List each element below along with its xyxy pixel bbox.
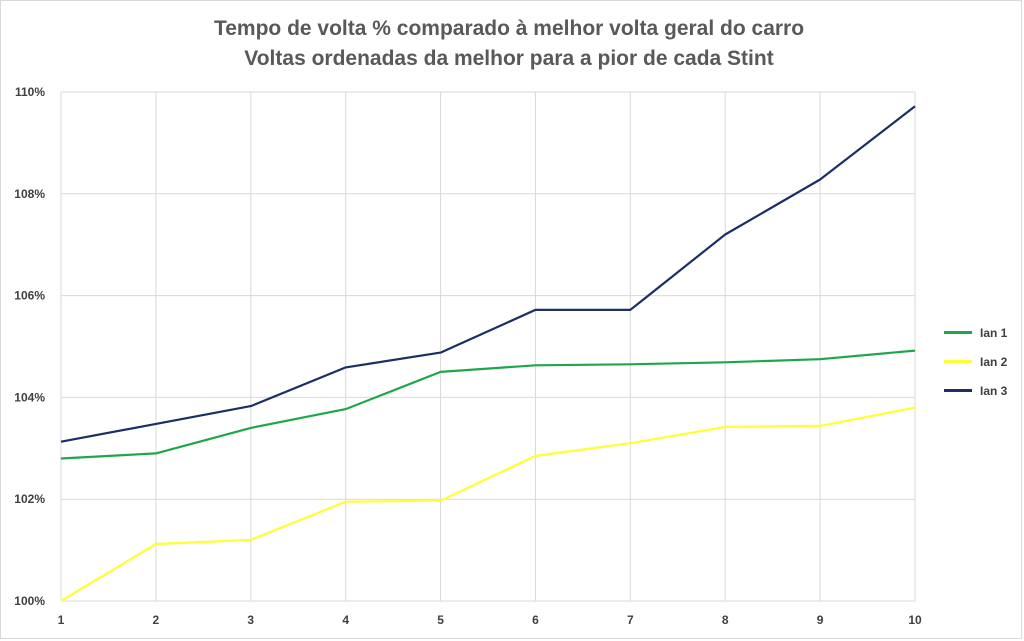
chart-subtitle: Voltas ordenadas da melhor para a pior d… <box>244 47 774 70</box>
x-tick-label: 10 <box>908 613 922 627</box>
x-tick-label: 2 <box>153 613 160 627</box>
legend-label: Ian 2 <box>980 354 1008 369</box>
x-tick-label: 7 <box>627 613 634 627</box>
y-tick-label: 106% <box>14 289 45 303</box>
y-tick-label: 100% <box>14 594 45 608</box>
chart-legend: Ian 1 Ian 2 Ian 3 <box>944 318 1007 405</box>
y-tick-label: 102% <box>14 492 45 506</box>
legend-item-3: Ian 3 <box>944 376 1007 405</box>
series-line-2 <box>60 406 916 602</box>
x-tick-label: 5 <box>437 613 444 627</box>
x-tick-label: 4 <box>342 613 349 627</box>
chart-title: Tempo de volta % comparado à melhor volt… <box>213 17 805 40</box>
x-tick-label: 8 <box>722 613 729 627</box>
series-line-3 <box>60 105 916 443</box>
series-line-1 <box>60 349 916 460</box>
y-tick-label: 108% <box>14 187 45 201</box>
x-tick-label: 6 <box>532 613 539 627</box>
x-tick-label: 9 <box>817 613 824 627</box>
y-tick-label: 104% <box>14 390 45 404</box>
y-tick-label: 110% <box>15 85 45 99</box>
legend-item-2: Ian 2 <box>944 347 1007 376</box>
x-tick-label: 1 <box>58 613 65 627</box>
legend-swatch <box>944 331 972 334</box>
legend-swatch <box>944 389 972 392</box>
legend-label: Ian 1 <box>980 325 1008 340</box>
legend-label: Ian 3 <box>980 383 1008 398</box>
legend-swatch <box>944 360 972 363</box>
x-tick-label: 3 <box>247 613 254 627</box>
legend-item-1: Ian 1 <box>944 318 1007 347</box>
